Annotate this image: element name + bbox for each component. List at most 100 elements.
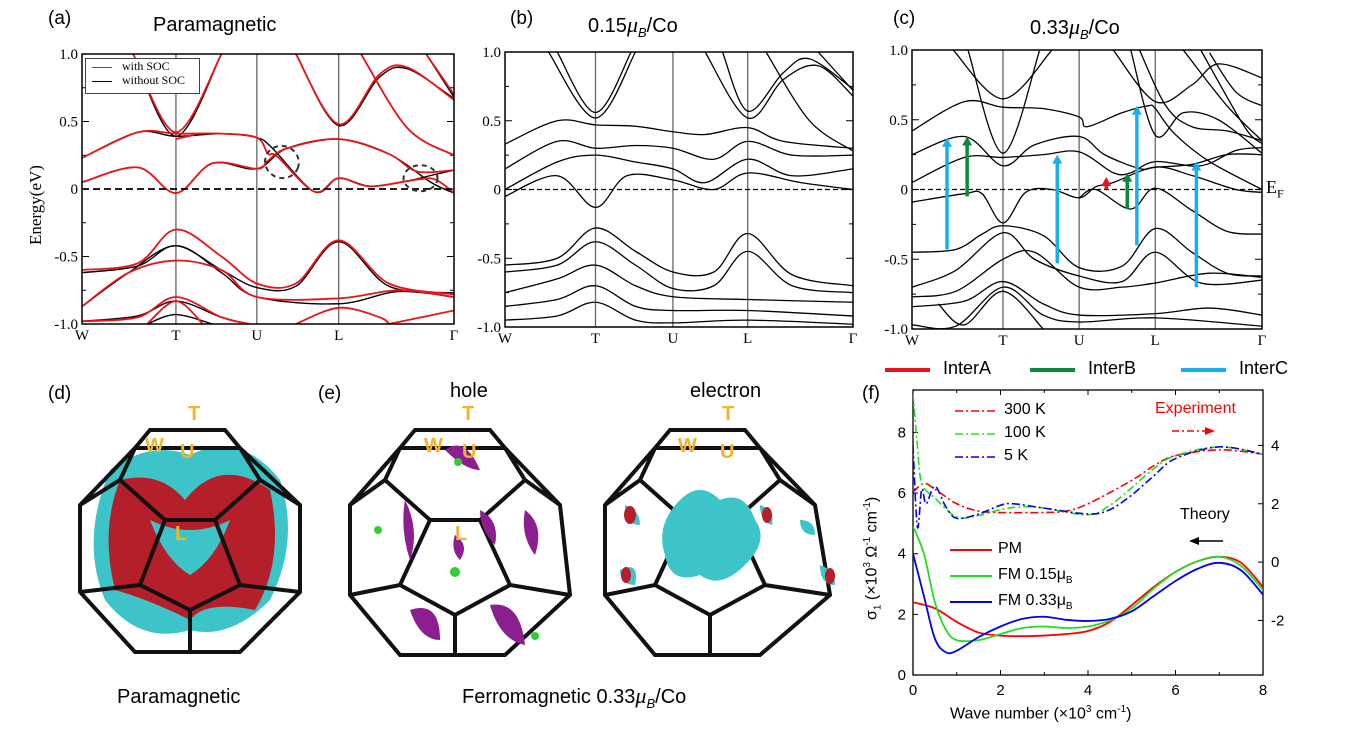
band-line [295,54,454,127]
ytick-label: -1.0 [884,322,908,338]
xtick-label-W: W [75,328,90,344]
band-line [505,154,853,191]
panel-f-label: (f) [862,383,880,404]
theory-line-pm [913,555,1263,638]
theory-arrow-head [1189,537,1199,545]
xtick-label-T: T [591,331,600,347]
band-line [704,52,853,119]
plot-frame [504,51,854,328]
band-line [505,241,853,294]
band-crossing-circle [264,144,300,180]
legend-label-nosoc: without SOC [122,73,186,87]
experiment-arrow-head [1205,427,1215,435]
arrowhead-interb [962,136,973,146]
legend-swatch-intera [885,368,930,372]
ytick-label: -1.0 [477,320,501,336]
band-line [1200,50,1262,144]
xtick-label-L: L [743,331,752,347]
xtick-label-W: W [498,331,513,347]
band-line [505,285,853,317]
ytick-label-right: 4 [1271,437,1279,454]
band-line [912,286,1262,329]
fermi-surface-pm [78,428,302,654]
band-line [82,259,454,308]
ytick-label: 1.0 [59,47,78,63]
band-line [505,227,853,287]
legend-swatch-interc [1181,368,1226,372]
band-line [721,52,853,112]
bz-point-label-w: W [678,435,697,457]
band-line [912,232,1262,288]
legend-label-exp: 100 K [1004,424,1046,441]
xtick-label-T: T [998,333,1007,349]
ytick-label: -0.5 [54,250,78,266]
panel-f-xlabel: Wave number (×103 cm-1) [950,704,1132,723]
arrowhead-interc [942,137,952,147]
bz-point-label-t: T [462,403,474,425]
xtick-label: 2 [996,682,1004,699]
band-line [912,280,1262,317]
legend-swatch-nosoc [92,81,112,82]
legend-label-interb: InterB [1088,358,1137,378]
band-line [82,129,454,194]
band-line [1130,50,1262,154]
ytick-label-right: 0 [1271,554,1279,571]
ytick-label: 0 [494,183,502,199]
arrowhead-interb [1122,172,1133,182]
ytick-label: 0 [71,182,79,198]
experiment-line-300k [913,448,1263,514]
legend-label-soc: with SOC [122,59,170,73]
xtick-label: 8 [1259,682,1267,699]
legend-label-theory: FM 0.33μB [998,592,1073,613]
xtick-label: 6 [1171,682,1179,699]
band-line [547,52,637,119]
band-line [912,147,1262,184]
band-line [817,52,853,91]
bz-point-label-u: U [462,441,476,463]
bz-point-label-l: L [455,523,467,545]
band-line [295,54,454,126]
xtick-label-U: U [667,331,678,347]
legend-label-theory: FM 0.15μB [998,566,1073,587]
band-line [937,290,1044,329]
panel-e-caption: Ferromagnetic 0.33μB/Co [462,683,687,711]
electron-label: electron [690,380,762,402]
ytick-label: 0.5 [59,115,78,131]
band-line [388,309,454,324]
band-line [1182,50,1262,142]
band-line [505,140,853,170]
legend-label-exp: 5 K [1004,447,1029,464]
panel-a-label: (a) [48,8,72,29]
hole-label: hole [450,380,488,402]
xtick-label-T: T [171,328,180,344]
panel-f-ylabel: σ1 (×103 Ω-1 cm-1) [862,496,884,620]
band-line [505,264,853,303]
panel-c-title: 0.33μB/Co [1030,14,1120,42]
panel-b-title: 0.15μB/Co [588,12,678,40]
bz-point-label-t: T [722,403,734,425]
arrowhead-interc [1191,161,1202,171]
band-line [912,166,1262,224]
band-line [505,119,853,149]
band-line [146,300,204,324]
band-line [82,244,454,308]
xtick-label-U: U [1074,333,1085,349]
band-line [912,225,1262,277]
xtick-label-Γ: Γ [450,328,459,344]
xtick-label-W: W [905,333,920,349]
theory-line-fm015μb [913,526,1263,643]
band-crossing-circle [402,164,439,193]
xtick-label-Γ: Γ [1258,333,1267,349]
ytick-label-left: 4 [898,546,906,563]
band-line [1078,187,1262,235]
experiment-line-5k [913,445,1263,529]
experiment-line-100k [913,392,1263,519]
ytick-label: 1.0 [889,43,908,59]
band-line [505,301,853,325]
xtick-label-U: U [251,328,262,344]
band-line [425,54,454,96]
panel-c-label: (c) [893,8,916,29]
band-line [912,249,1262,298]
ytick-label: 0.5 [482,114,501,130]
band-line [82,228,454,296]
